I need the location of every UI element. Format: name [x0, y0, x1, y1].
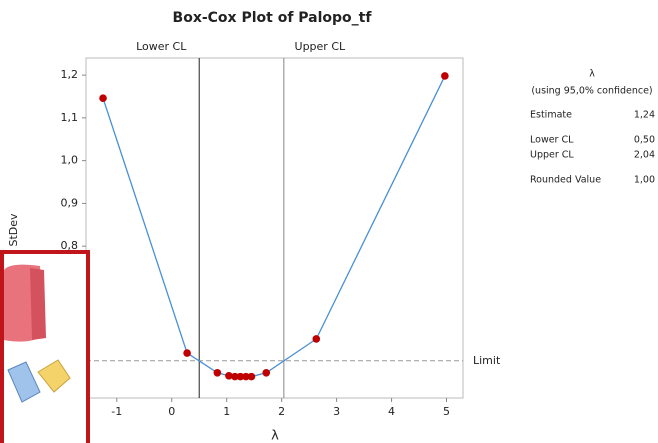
- data-point: [262, 369, 270, 377]
- limit-label: Limit: [473, 354, 501, 367]
- y-tick-label: 1,1: [61, 111, 79, 124]
- chart: Box-Cox Plot of Palopo_tf λ StDev λ (usi…: [0, 0, 658, 443]
- x-tick-label: 5: [443, 405, 450, 418]
- panel-subtitle: (using 95,0% confidence): [531, 86, 652, 97]
- panel-label: Upper CL: [530, 150, 574, 161]
- x-tick-label: 0: [168, 405, 175, 418]
- panel-label: Lower CL: [530, 135, 574, 146]
- cl-label: Upper CL: [295, 40, 346, 53]
- x-tick-label: 1: [223, 405, 230, 418]
- panel-value: 1,00: [634, 175, 655, 186]
- overlay-icon-shade: [30, 268, 46, 340]
- data-point: [214, 369, 222, 377]
- x-tick-label: 4: [388, 405, 395, 418]
- panel-label: Estimate: [530, 110, 572, 121]
- x-tick-label: -1: [111, 405, 122, 418]
- data-point: [441, 72, 449, 80]
- data-point: [248, 373, 256, 381]
- y-axis-label: StDev: [7, 213, 20, 247]
- panel-value: 1,24: [634, 110, 655, 121]
- y-tick-label: 1,2: [61, 68, 79, 81]
- panel-label: Rounded Value: [530, 175, 601, 186]
- panel-value: 0,50: [634, 135, 655, 146]
- x-tick-label: 3: [333, 405, 340, 418]
- data-point: [183, 349, 191, 357]
- cl-label: Lower CL: [136, 40, 187, 53]
- x-tick-label: 2: [278, 405, 285, 418]
- y-tick-label: 1,0: [61, 154, 79, 167]
- data-point: [99, 94, 107, 102]
- y-tick-label: 0,9: [61, 196, 79, 209]
- background: [0, 0, 658, 443]
- panel-title: λ: [589, 69, 595, 80]
- x-axis-label: λ: [271, 429, 279, 443]
- data-point: [312, 335, 320, 343]
- panel-value: 2,04: [634, 150, 655, 161]
- chart-title: Box-Cox Plot of Palopo_tf: [173, 10, 373, 26]
